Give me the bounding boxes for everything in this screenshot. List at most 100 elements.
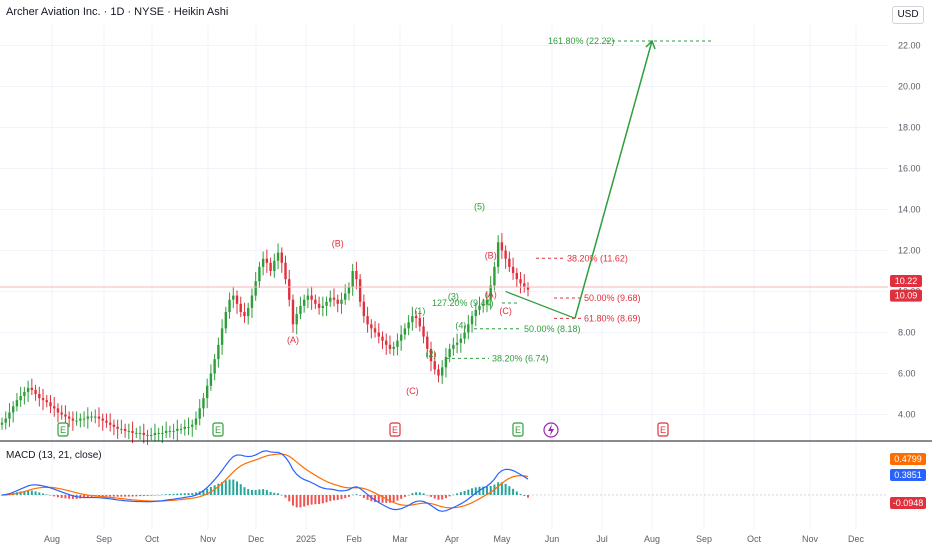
candle-body: [426, 336, 429, 349]
macd-histogram-bar: [161, 494, 164, 496]
candle-body: [407, 322, 410, 329]
earnings-event-icon[interactable]: [657, 422, 669, 437]
x-tick-label: Oct: [747, 534, 762, 544]
macd-histogram-bar: [168, 494, 171, 495]
macd-histogram-bar: [396, 495, 399, 501]
lightning-icon: [548, 424, 554, 436]
candle-body: [239, 303, 242, 312]
macd-histogram-bar: [299, 495, 302, 508]
macd-histogram-bar: [444, 495, 447, 499]
candle-body: [362, 301, 366, 317]
candle-body: [459, 338, 463, 343]
candle-body: [526, 287, 530, 290]
candle-body: [131, 430, 134, 433]
macd-histogram-bar: [135, 495, 138, 497]
macd-histogram-bar: [131, 495, 134, 497]
candle-body: [116, 426, 119, 429]
macd-histogram-bar: [291, 495, 294, 506]
macd-histogram-bar: [232, 479, 235, 495]
y-tick-label: 4.00: [898, 410, 916, 420]
y-tick-label: 12.00: [898, 246, 921, 256]
candle-body: [135, 432, 138, 434]
macd-histogram-bar: [97, 495, 100, 497]
candle-body: [261, 258, 265, 267]
candle-body: [232, 295, 235, 300]
candle-body: [194, 418, 198, 425]
earnings-event-label: E: [60, 425, 66, 435]
wave-label-green: (4): [455, 320, 466, 330]
macd-histogram-bar: [437, 495, 440, 500]
macd-histogram-bar: [415, 492, 418, 495]
macd-histogram-bar: [310, 495, 313, 505]
x-tick-label: Dec: [848, 534, 865, 544]
wave-label-red: (B): [485, 251, 497, 261]
candle-body: [0, 422, 4, 425]
candle-body: [250, 295, 254, 308]
y-tick-label: 16.00: [898, 164, 921, 174]
macd-histogram-bar: [344, 495, 347, 499]
earnings-event-icon[interactable]: [389, 422, 401, 437]
macd-histogram-bar: [19, 491, 22, 495]
macd-histogram-bar: [247, 489, 250, 495]
candle-body: [75, 420, 78, 422]
wave-label-green: (1): [414, 306, 425, 316]
earnings-event-icon[interactable]: [57, 422, 69, 437]
macd-pane: 0.4799 0.3851 -0.0948: [0, 450, 926, 512]
macd-histogram-bar: [504, 483, 507, 495]
wave-label-green: (2): [426, 349, 437, 359]
macd-histogram-bar: [60, 495, 63, 498]
macd-histogram-bar: [269, 491, 272, 495]
candle-body: [470, 316, 474, 325]
y-tick-label: 22.00: [898, 41, 921, 51]
macd-value-text: 0.3851: [894, 470, 922, 480]
macd-histogram-bar: [250, 489, 253, 495]
candle-body: [452, 344, 455, 349]
macd-title: MACD (13, 21, close): [6, 450, 102, 461]
wave-label-green: (5): [474, 202, 485, 212]
macd-histogram-bar: [377, 495, 380, 503]
macd-histogram-bar: [116, 495, 119, 497]
candle-body: [45, 400, 48, 403]
macd-histogram-bar: [512, 488, 515, 495]
candle-body: [191, 424, 194, 427]
candle-body: [254, 281, 257, 296]
macd-histogram-bar: [284, 495, 287, 498]
candle-body: [202, 398, 205, 409]
candle-body: [463, 332, 466, 339]
macd-histogram-bar: [366, 495, 369, 500]
candle-body: [288, 279, 291, 300]
macd-histogram-bar: [194, 492, 197, 495]
x-tick-label: Jun: [545, 534, 560, 544]
candle-body: [519, 279, 522, 284]
earnings-event-icon[interactable]: [212, 422, 224, 437]
macd-histogram-bar: [42, 493, 45, 495]
macd-histogram-bar: [459, 492, 462, 495]
macd-histogram-bar: [165, 494, 168, 495]
macd-histogram-bar: [303, 495, 306, 507]
x-tick-label: Aug: [44, 534, 60, 544]
macd-histogram-bar: [38, 492, 41, 495]
fib-label: 161.80% (22.22): [548, 36, 615, 46]
fib-label: 61.80% (8.69): [584, 313, 641, 323]
candle-body: [53, 406, 56, 409]
candle-body: [523, 283, 526, 288]
candle-body: [422, 326, 425, 337]
candle-body: [187, 426, 190, 428]
y-tick-label: 6.00: [898, 369, 916, 379]
candle-body: [86, 416, 90, 419]
candle-body: [508, 258, 511, 267]
macd-histogram-bar: [228, 479, 231, 495]
signal-line: [1, 453, 529, 509]
candle-body: [478, 305, 481, 310]
candle-body: [71, 418, 75, 421]
currency-button[interactable]: USD: [892, 6, 924, 24]
macd-histogram-bar: [109, 495, 112, 497]
candle-body: [4, 418, 7, 423]
candle-body: [377, 332, 380, 337]
candle-body: [183, 426, 186, 429]
y-axis-ticks: 4.006.008.0010.0012.0014.0016.0018.0020.…: [898, 41, 921, 420]
earnings-event-icon[interactable]: [512, 422, 524, 437]
macd-histogram-bar: [124, 495, 127, 497]
candle-body: [142, 432, 145, 435]
